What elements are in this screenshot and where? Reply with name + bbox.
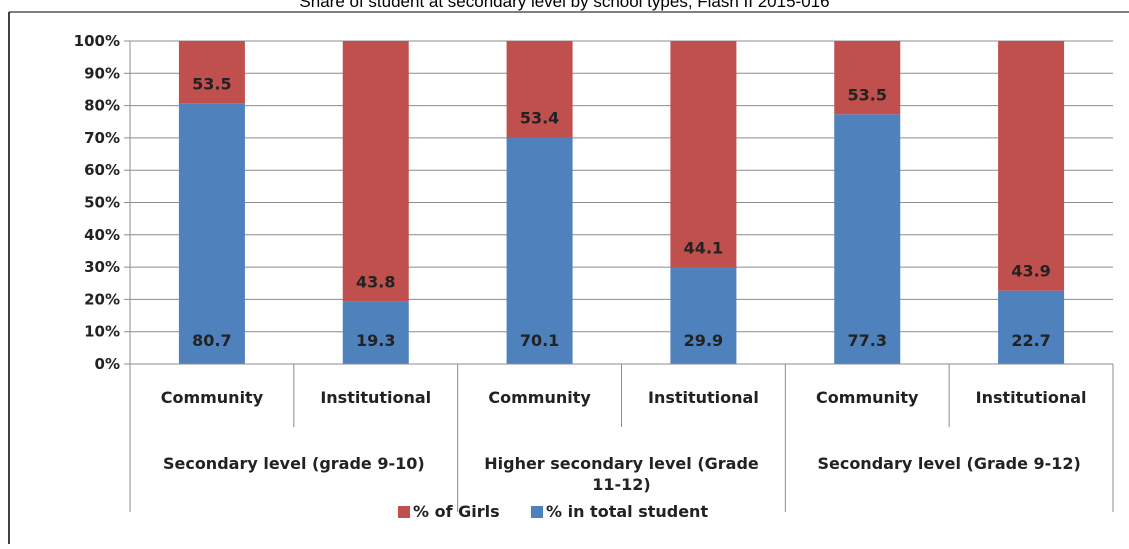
data-label-girls: 43.8 [356, 273, 395, 292]
data-label-total-student: 19.3 [356, 331, 395, 350]
bar-girls [834, 41, 901, 115]
data-label-total-student: 22.7 [1011, 331, 1050, 350]
y-tick-label: 80% [84, 97, 120, 115]
y-tick-label: 20% [84, 290, 120, 308]
y-tick-label: 10% [84, 323, 120, 341]
bar-girls [342, 41, 409, 302]
bar-total-student [178, 103, 245, 365]
group-label: Higher secondary level (Grade 11-12) [484, 454, 759, 494]
data-label-total-student: 70.1 [520, 331, 559, 350]
legend-label: % of Girls [413, 502, 500, 521]
group-label: Secondary level (Grade 9-12) [817, 454, 1080, 473]
y-tick-label: 30% [84, 258, 120, 276]
legend-swatch [531, 506, 543, 518]
bar-total-student [998, 290, 1065, 364]
legend-label: % in total student [546, 502, 708, 521]
y-tick-label: 0% [95, 355, 120, 373]
y-tick-label: 70% [84, 129, 120, 147]
data-label-girls: 53.5 [848, 85, 887, 104]
bar-girls [506, 41, 573, 138]
category-label: Community [488, 388, 591, 407]
group-label: Secondary level (grade 9-10) [163, 454, 425, 473]
category-label: Institutional [320, 388, 431, 407]
legend-swatch [398, 506, 410, 518]
category-label: Community [161, 388, 264, 407]
data-label-girls: 43.9 [1011, 262, 1050, 281]
data-label-total-student: 80.7 [192, 331, 231, 350]
bar-total-student [670, 267, 737, 364]
bar-girls [998, 41, 1065, 291]
y-tick-label: 40% [84, 226, 120, 244]
data-label-girls: 53.4 [520, 109, 559, 128]
y-tick-label: 90% [84, 64, 120, 82]
category-label: Institutional [976, 388, 1087, 407]
data-label-total-student: 77.3 [848, 331, 887, 350]
bar-girls [670, 41, 737, 268]
bar-girls [178, 41, 245, 104]
y-tick-label: 50% [84, 194, 120, 212]
data-label-total-student: 29.9 [684, 331, 723, 350]
chart-title: Share of student at secondary level by s… [299, 0, 830, 11]
category-label: Community [816, 388, 919, 407]
y-tick-label: 100% [74, 32, 120, 50]
bar-total-student [506, 137, 573, 364]
bar-total-student [342, 301, 409, 364]
bar-total-student [834, 114, 901, 364]
y-tick-label: 60% [84, 161, 120, 179]
category-label: Institutional [648, 388, 759, 407]
data-label-girls: 53.5 [192, 74, 231, 93]
data-label-girls: 44.1 [684, 238, 723, 257]
